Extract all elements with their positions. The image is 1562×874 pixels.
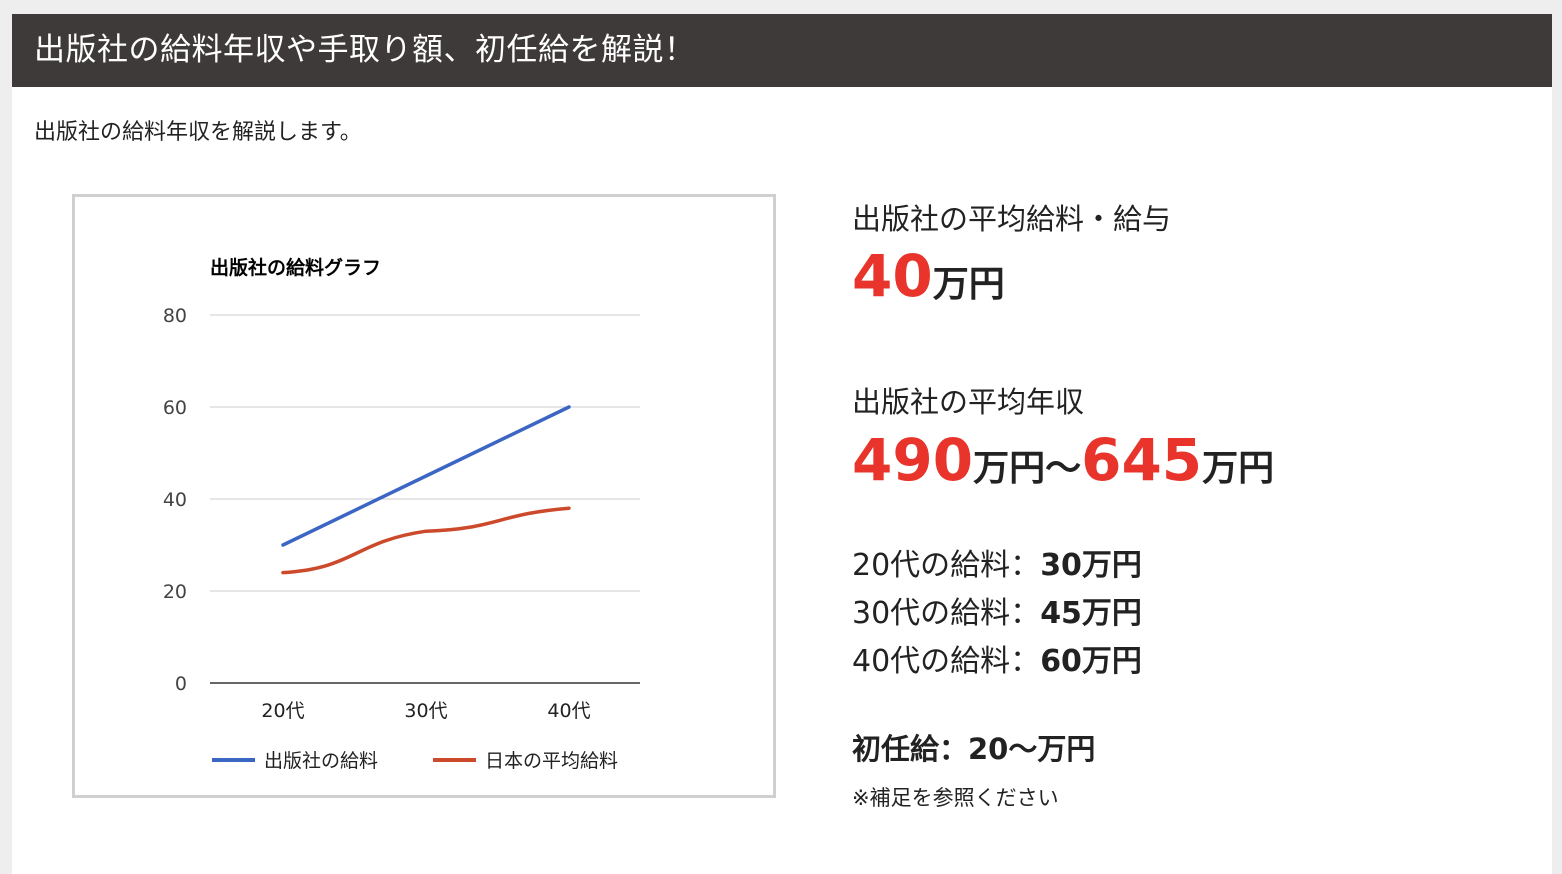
- avg-salary-value: 40: [852, 242, 933, 310]
- avg-salary-heading: 出版社の平均給料・給与: [852, 202, 1172, 236]
- y-tick-label: 40: [163, 489, 187, 511]
- y-tick-label: 80: [163, 305, 187, 327]
- supplement-note: ※補足を参照ください: [852, 786, 1059, 810]
- avg-salary-unit: 万円: [932, 264, 1005, 305]
- income-low-value: 490: [852, 426, 974, 494]
- age-label: 30代の給料：: [852, 596, 1041, 631]
- age-value: 45万円: [1040, 596, 1142, 631]
- legend-label: 日本の平均給料: [485, 750, 618, 772]
- avg-income-line: 490万円〜645万円: [852, 426, 1274, 494]
- age-value: 60万円: [1040, 644, 1142, 679]
- age-row-40s: 40代の給料：60万円: [852, 636, 1142, 680]
- content-card: 出版社の給料年収や手取り額、初任給を解説！ 出版社の給料年収を解説します。 出版…: [12, 14, 1552, 874]
- age-label: 20代の給料：: [852, 548, 1041, 583]
- age-label: 40代の給料：: [852, 644, 1041, 679]
- avg-salary-line: 40万円: [852, 242, 1005, 310]
- income-low-unit: 万円〜: [973, 448, 1082, 489]
- series-line: [281, 506, 571, 575]
- y-tick-label: 60: [163, 397, 187, 419]
- legend-label: 出版社の給料: [264, 750, 378, 772]
- x-tick-label: 20代: [261, 700, 304, 722]
- page-title: 出版社の給料年収や手取り額、初任給を解説！: [12, 14, 1552, 87]
- starting-salary: 初任給：20〜万円: [852, 732, 1096, 766]
- income-high-unit: 万円: [1202, 448, 1275, 489]
- income-high-value: 645: [1081, 426, 1203, 494]
- age-row-20s: 20代の給料：30万円: [852, 540, 1142, 584]
- x-tick-label: 30代: [404, 700, 447, 722]
- x-tick-label: 40代: [547, 700, 590, 722]
- intro-text: 出版社の給料年収を解説します。: [34, 120, 362, 145]
- y-tick-label: 20: [163, 581, 187, 603]
- age-row-30s: 30代の給料：45万円: [852, 588, 1142, 632]
- y-tick-label: 0: [175, 673, 187, 695]
- series-line: [281, 405, 571, 547]
- salary-chart: 出版社の給料グラフ 0 20 40 60 80 20代 30代 40代出版社の給料 日本の平均給料: [72, 194, 776, 798]
- age-value: 30万円: [1040, 548, 1142, 583]
- chart-title: 出版社の給料グラフ: [210, 256, 381, 279]
- avg-income-heading: 出版社の平均年収: [852, 385, 1085, 419]
